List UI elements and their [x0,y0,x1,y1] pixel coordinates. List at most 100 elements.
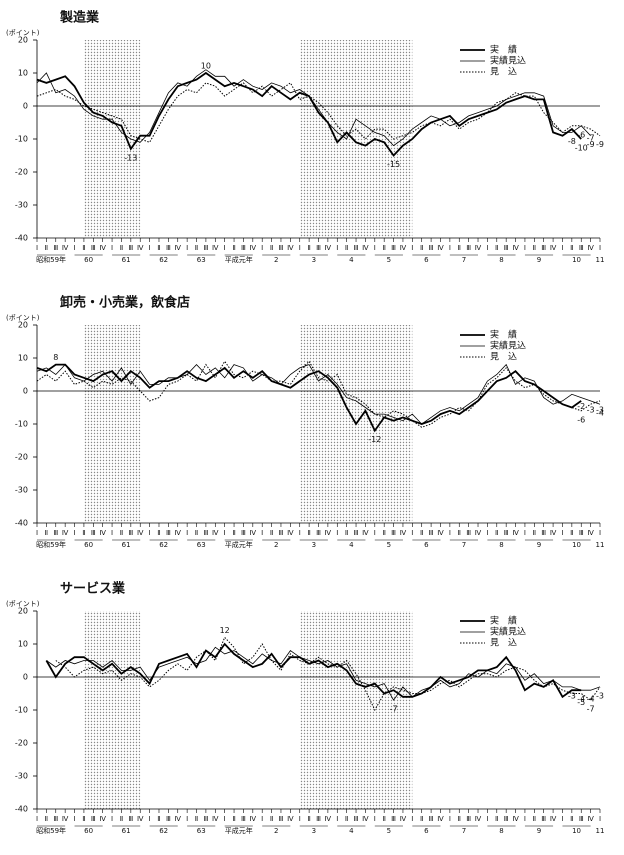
x-tick-label: Ⅳ [250,815,257,823]
value-label: -4 [577,695,585,704]
x-tick-label: Ⅱ [345,815,348,823]
x-tick-label: Ⅳ [212,244,219,252]
y-tick-label: 0 [23,387,28,396]
x-tick-label: Ⅲ [466,815,471,823]
shade [299,40,413,238]
year-label: 61 [122,827,131,835]
x-tick-label: Ⅳ [362,529,369,537]
y-tick-label: 0 [23,102,28,111]
x-tick-label: Ⅱ [45,244,48,252]
y-tick-label: -40 [15,805,28,814]
x-tick-label: Ⅲ [504,815,509,823]
x-tick-label: Ⅰ [299,529,301,537]
shade [83,611,141,809]
value-label: -10 [575,144,588,153]
year-label: 9 [537,827,541,835]
x-tick-label: Ⅱ [570,815,573,823]
x-tick-label: Ⅲ [391,244,396,252]
x-tick-label: Ⅳ [250,529,257,537]
x-tick-label: Ⅳ [62,815,69,823]
x-tick-label: Ⅲ [579,529,584,537]
x-tick-label: Ⅲ [541,529,546,537]
x-tick-label: Ⅲ [53,815,58,823]
x-tick-label: Ⅱ [420,815,423,823]
x-tick-label: Ⅳ [62,244,69,252]
year-label: 11 [596,541,605,549]
year-label: 9 [537,541,541,549]
x-tick-label: Ⅱ [382,529,385,537]
shade [83,325,141,523]
x-tick-label: Ⅳ [250,244,257,252]
x-tick-label: Ⅱ [82,529,85,537]
x-tick-label: Ⅲ [316,815,321,823]
x-tick-label: Ⅰ [411,529,413,537]
x-tick-label: Ⅳ [99,815,106,823]
value-label: -3 [587,405,595,414]
chart-title: サービス業 [60,581,126,597]
x-tick-label: Ⅰ [73,815,75,823]
x-tick-label: Ⅳ [212,529,219,537]
year-label: 3 [312,541,316,549]
x-tick-label: Ⅱ [458,244,461,252]
year-label: 6 [424,256,429,264]
x-tick-label: Ⅰ [149,529,151,537]
y-tick-label: -20 [15,168,28,177]
x-tick-label: Ⅲ [128,815,133,823]
x-tick-label: Ⅱ [157,815,160,823]
x-tick-label: Ⅱ [458,529,461,537]
x-tick-label: Ⅲ [241,529,246,537]
x-tick-label: Ⅰ [186,244,188,252]
year-label: 平成元年 [225,540,253,549]
x-tick-label: Ⅰ [599,244,601,252]
x-tick-label: Ⅰ [73,529,75,537]
x-tick-label: Ⅳ [212,815,219,823]
x-tick-label: Ⅱ [382,815,385,823]
value-label: 8 [53,353,58,362]
year-label: 8 [499,541,503,549]
x-tick-label: Ⅳ [550,244,557,252]
value-label: -7 [587,134,595,143]
legend-label: 実 績 [490,44,517,56]
y-tick-label: 20 [18,321,28,330]
x-tick-label: Ⅱ [458,815,461,823]
x-tick-label: Ⅳ [400,244,407,252]
x-tick-label: Ⅳ [550,815,557,823]
value-label: -7 [390,705,398,714]
legend-label: 実績見込 [490,626,526,638]
x-tick-label: Ⅲ [279,529,284,537]
x-tick-label: Ⅲ [429,244,434,252]
x-tick-label: Ⅰ [524,815,526,823]
x-tick-label: Ⅱ [195,815,198,823]
year-label: 昭和59年 [36,826,66,835]
x-tick-label: Ⅱ [270,815,273,823]
x-tick-label: Ⅰ [149,244,151,252]
x-tick-label: Ⅳ [175,529,182,537]
value-label: -6 [577,130,585,139]
value-label: -6 [577,415,585,424]
y-tick-label: 10 [18,69,28,78]
x-tick-label: Ⅲ [203,529,208,537]
x-tick-label: Ⅱ [382,244,385,252]
x-tick-label: Ⅱ [120,815,123,823]
x-tick-label: Ⅱ [232,529,235,537]
x-tick-label: Ⅰ [299,244,301,252]
x-tick-label: Ⅳ [287,815,294,823]
year-label: 6 [424,827,429,835]
x-tick-label: Ⅲ [504,244,509,252]
series-line [55,636,601,712]
x-tick-label: Ⅱ [120,244,123,252]
x-tick-label: Ⅲ [466,244,471,252]
year-label: 5 [387,541,391,549]
x-tick-label: Ⅰ [411,244,413,252]
year-label: 7 [462,256,466,264]
x-tick-label: Ⅰ [561,815,563,823]
chart-title: 卸売・小売業，飲食店 [60,295,190,311]
x-tick-label: Ⅲ [241,244,246,252]
x-tick-label: Ⅰ [374,529,376,537]
x-tick-label: Ⅰ [524,244,526,252]
x-tick-label: Ⅳ [475,529,482,537]
year-label: 10 [572,827,581,835]
x-tick-label: Ⅱ [120,529,123,537]
series-line [36,363,582,433]
x-tick-label: Ⅰ [36,815,38,823]
